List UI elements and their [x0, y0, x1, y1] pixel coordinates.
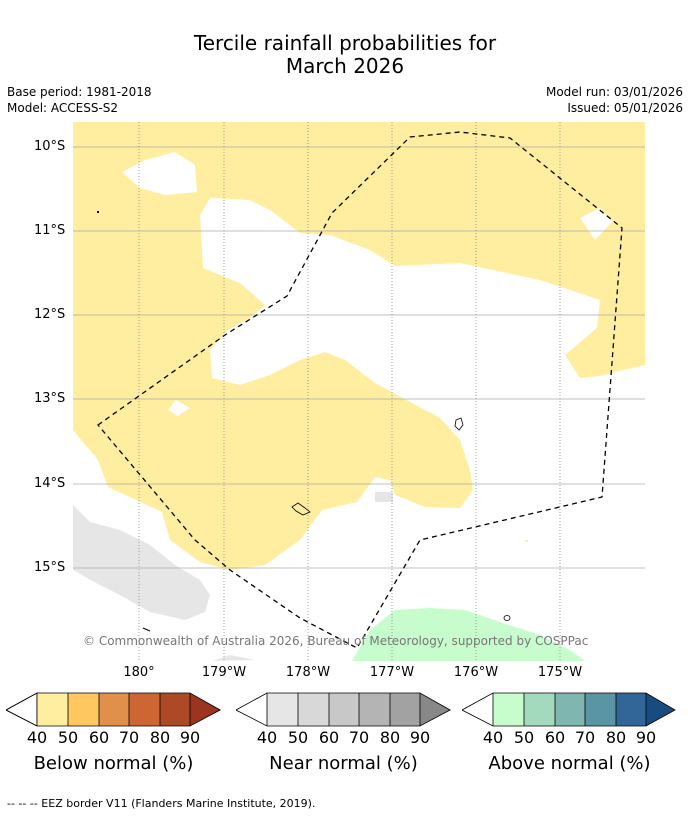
- colorbar-swatch: [329, 693, 359, 726]
- colorbar-near-normal: [236, 692, 451, 727]
- near-normal-patch: [375, 492, 393, 502]
- colorbar-swatch: [267, 693, 298, 726]
- legend-tick: 90: [635, 728, 657, 747]
- run-info: Model run: 03/01/2026 Issued: 05/01/2026: [546, 84, 683, 116]
- eez-footnote: -- -- -- EEZ border V11 (Flanders Marine…: [7, 797, 316, 810]
- base-period: Base period: 1981-2018: [7, 85, 152, 99]
- colorbar-swatch: [420, 693, 451, 726]
- below-normal-region: [73, 122, 645, 570]
- legend-tick: 40: [482, 728, 504, 747]
- legend-tick: 80: [605, 728, 627, 747]
- issued-date: Issued: 05/01/2026: [567, 101, 683, 115]
- colorbar-swatch: [298, 693, 329, 726]
- colorbar-swatch: [37, 693, 68, 726]
- legend-above-normal: 40 50 60 70 80 90 Above normal (%): [462, 692, 677, 774]
- legend-tick: 50: [513, 728, 535, 747]
- colorbar-swatch: [390, 693, 420, 726]
- legend-tick: 90: [179, 728, 201, 747]
- legend-tick: 60: [318, 728, 340, 747]
- above-normal-region: [352, 608, 585, 661]
- legend-near-normal: 40 50 60 70 80 90 Near normal (%): [236, 692, 451, 774]
- lon-label: 178°W: [285, 665, 331, 680]
- latitude-gridlines: [73, 146, 645, 569]
- below-normal-hole-small: [168, 400, 190, 416]
- colorbar-swatch: [359, 693, 390, 726]
- lat-label: 10°S: [34, 139, 66, 154]
- legend-tick: 70: [574, 728, 596, 747]
- lat-label: 11°S: [34, 223, 66, 238]
- island-outlines: [291, 417, 511, 621]
- colorbar-swatch: [129, 693, 160, 726]
- legend-tick: 70: [348, 728, 370, 747]
- colorbar-swatch: [616, 693, 646, 726]
- colorbar-swatch: [160, 693, 190, 726]
- lat-label: 13°S: [34, 391, 66, 406]
- near-normal-region: [73, 505, 210, 620]
- lat-label: 14°S: [34, 476, 66, 491]
- colorbar-swatch: [555, 693, 585, 726]
- colorbar-swatch: [99, 693, 129, 726]
- near-normal-south: [213, 655, 255, 661]
- legend-tick: 60: [88, 728, 110, 747]
- lon-label: 177°W: [369, 665, 415, 680]
- legend-tick: 50: [287, 728, 309, 747]
- legend-title: Below normal (%): [33, 753, 194, 774]
- legend-tick: 90: [409, 728, 431, 747]
- colorbar-swatch: [68, 693, 99, 726]
- model-info: Base period: 1981-2018 Model: ACCESS-S2: [7, 84, 152, 116]
- legend-tick: 80: [149, 728, 171, 747]
- legend-tick: 80: [379, 728, 401, 747]
- lat-label: 12°S: [34, 307, 66, 322]
- lon-label: 175°W: [537, 665, 583, 680]
- colorbar-above-normal: [462, 692, 676, 727]
- below-normal-hole-east: [580, 208, 612, 240]
- lon-label: 180°: [123, 665, 155, 680]
- lon-label: 176°W: [453, 665, 499, 680]
- legend-tick: 60: [544, 728, 566, 747]
- legend-tick: 50: [57, 728, 79, 747]
- legend-tick: 70: [118, 728, 140, 747]
- colorbar-swatch: [524, 693, 555, 726]
- legend-title: Above normal (%): [488, 753, 651, 774]
- model-run: Model run: 03/01/2026: [545, 85, 683, 99]
- below-normal-dot: [525, 540, 528, 542]
- model-name: Model: ACCESS-S2: [7, 101, 119, 115]
- eez-border: [97, 131, 623, 649]
- copyright-notice: © Commonwealth of Australia 2026, Bureau…: [83, 634, 589, 648]
- colorbar-swatch: [493, 693, 524, 726]
- colorbar-swatch: [190, 693, 221, 726]
- legend-tick: 40: [256, 728, 278, 747]
- title-line-1: Tercile rainfall probabilities for: [193, 31, 497, 55]
- map-title: Tercile rainfall probabilities for March…: [0, 32, 690, 78]
- colorbar-swatch: [646, 693, 675, 726]
- legend-tick: 40: [26, 728, 48, 747]
- legend-below-normal: 40 50 60 70 80 90 Below normal (%): [6, 692, 221, 774]
- legend-title: Near normal (%): [269, 753, 418, 774]
- lat-label: 15°S: [34, 560, 66, 575]
- colorbar-below-normal: [6, 692, 221, 727]
- lon-label: 179°W: [201, 665, 247, 680]
- title-line-2: March 2026: [285, 54, 405, 78]
- probability-map: [73, 122, 645, 661]
- colorbar-swatch: [585, 693, 616, 726]
